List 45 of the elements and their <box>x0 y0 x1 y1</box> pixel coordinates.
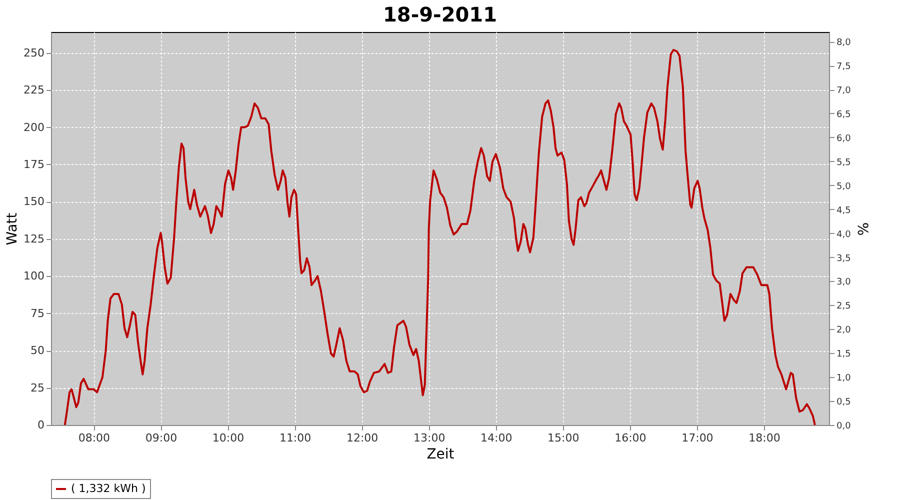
chart-title: 18-9-2011 <box>382 2 498 26</box>
y2-tick-label: 3,0 <box>836 278 852 288</box>
x-tick-label: 17:00 <box>682 432 714 444</box>
y2-tick-label: 8,0 <box>836 38 852 48</box>
x-tick-label: 13:00 <box>413 432 446 444</box>
x-tick-label: 12:00 <box>346 432 378 444</box>
y2-tick-label: 2,5 <box>836 302 851 312</box>
y-axis-title: Watt <box>4 212 21 246</box>
y-tick-label: 100 <box>24 270 44 283</box>
y-tick-label: 225 <box>24 84 44 97</box>
x-tick-label: 09:00 <box>145 432 178 444</box>
x-tick-label: 08:00 <box>78 432 110 444</box>
y2-tick-label: 0,0 <box>836 422 852 432</box>
y-tick-label: 50 <box>30 344 44 358</box>
y2-tick-label: 5,5 <box>836 158 851 168</box>
y-tick-label: 75 <box>30 306 44 320</box>
x-tick-label: 15:00 <box>548 432 580 444</box>
x-tick-label: 14:00 <box>480 432 512 444</box>
legend-label: ( 1,332 kWh ) <box>71 482 146 495</box>
y2-tick-label: 3,5 <box>836 254 851 264</box>
x-tick-label: 18:00 <box>748 432 780 444</box>
y2-tick-label: 0,5 <box>836 398 851 408</box>
y-tick-label: 200 <box>24 120 44 134</box>
y2-tick-label: 7,0 <box>836 86 852 96</box>
y2-tick-label: 4,0 <box>836 230 852 240</box>
y2-tick-label: 4,5 <box>836 206 851 216</box>
y-tick-label: 250 <box>24 46 44 60</box>
line-series <box>64 48 816 426</box>
y-tick-label: 125 <box>24 232 44 246</box>
x-tick-label: 16:00 <box>614 432 646 444</box>
y2-tick-label: 1,5 <box>836 350 851 360</box>
y2-tick-label: 6,5 <box>836 110 851 120</box>
y-tick-label: 25 <box>30 381 44 394</box>
y2-tick-label: 6,0 <box>836 134 852 144</box>
x-axis-title: Zeit <box>426 446 455 462</box>
y2-tick-label: 1,0 <box>836 374 852 384</box>
y2-tick-label: 7,5 <box>836 62 851 72</box>
x-tick-label: 11:00 <box>279 432 312 444</box>
y2-tick-label: 2,0 <box>836 326 852 336</box>
y-tick-label: 175 <box>24 158 44 171</box>
x-tick-label: 10:00 <box>212 432 244 444</box>
y-tick-label: 150 <box>24 195 44 208</box>
y2-axis-title: % <box>854 222 870 236</box>
y-tick-label: 0 <box>38 418 44 432</box>
y2-tick-label: 5,0 <box>836 182 852 192</box>
